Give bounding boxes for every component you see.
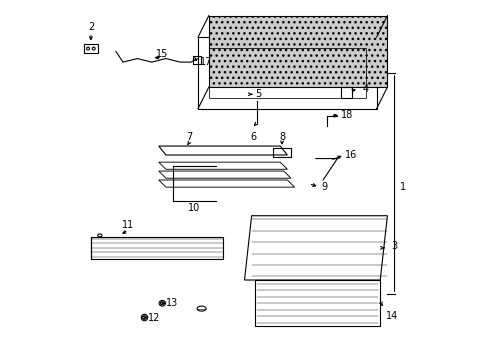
Text: 8: 8	[278, 132, 285, 143]
Text: 10: 10	[188, 203, 200, 213]
Text: 11: 11	[122, 220, 134, 230]
Bar	[192, 56, 200, 64]
Text: 16: 16	[344, 150, 356, 160]
Text: 4: 4	[362, 84, 368, 94]
Text: 14: 14	[385, 311, 397, 321]
Text: 5: 5	[255, 89, 261, 99]
Text: 6: 6	[250, 132, 256, 142]
Text: 3: 3	[390, 241, 396, 251]
Text: 1: 1	[399, 182, 405, 192]
Text: 17: 17	[200, 57, 212, 67]
Text: 7: 7	[185, 132, 192, 143]
Text: 18: 18	[340, 110, 352, 120]
Text: 12: 12	[148, 312, 160, 323]
Bar	[83, 44, 98, 53]
Text: 9: 9	[321, 182, 327, 192]
Polygon shape	[208, 16, 386, 87]
Text: 15: 15	[156, 49, 168, 59]
Text: 2: 2	[87, 22, 94, 32]
Text: 13: 13	[165, 298, 178, 308]
